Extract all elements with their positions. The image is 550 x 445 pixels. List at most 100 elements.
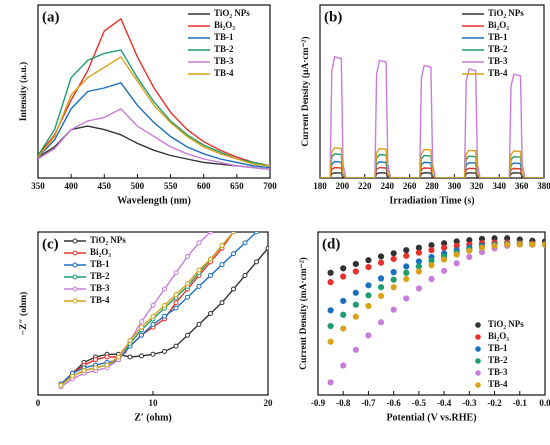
data-point [491, 242, 498, 249]
legend-marker [475, 346, 481, 352]
data-point [428, 242, 435, 249]
data-point [415, 285, 422, 292]
data-point [196, 321, 202, 327]
data-point [219, 262, 225, 268]
x-tick-label: 650 [230, 181, 244, 191]
x-tick-label: 10 [149, 398, 159, 408]
series-line [320, 56, 544, 178]
legend-label: Bi₂O₃ [488, 331, 509, 341]
x-tick-label: -0.9 [311, 398, 326, 408]
x-tick-label: 340 [492, 181, 506, 191]
data-point [231, 286, 236, 292]
data-point [365, 282, 372, 289]
series-line [320, 146, 544, 178]
data-point [139, 353, 144, 359]
legend-label: TB-2 [90, 271, 110, 281]
x-tick-label: 220 [358, 181, 372, 191]
data-point [196, 283, 202, 289]
data-point [127, 338, 133, 344]
data-point [173, 291, 179, 297]
legend-label: Bi₂O₃ [488, 20, 509, 30]
data-point [390, 250, 397, 257]
legend-marker [72, 250, 78, 256]
x-tick-label: 200 [336, 181, 350, 191]
x-tick-label: -0.5 [412, 398, 427, 408]
data-point [390, 306, 397, 313]
data-point [340, 273, 347, 280]
data-point [403, 295, 410, 302]
data-point [162, 313, 167, 319]
x-axis-label: Wavelength (nm) [117, 195, 191, 206]
data-point [390, 269, 397, 276]
x-tick-label: 240 [380, 181, 394, 191]
legend-label: TB-1 [488, 343, 508, 353]
data-point [365, 292, 372, 299]
data-point [403, 252, 410, 259]
y-axis-label: −Z″ (ohm) [18, 292, 29, 336]
data-point [415, 249, 422, 256]
x-tick-label: 180 [313, 181, 327, 191]
x-tick-label: -0.7 [361, 398, 376, 408]
data-point [415, 268, 422, 275]
legend-label: TiO₂ NPs [488, 319, 524, 329]
data-point [139, 332, 144, 338]
data-point [196, 267, 202, 273]
data-point [242, 272, 248, 278]
data-point [352, 313, 359, 320]
data-point [377, 253, 385, 260]
data-point [478, 244, 486, 251]
data-point [340, 265, 347, 272]
x-tick-label: 400 [64, 181, 78, 191]
legend-marker [72, 298, 78, 304]
legend-label: TB-4 [214, 68, 234, 78]
legend-label: TiO₂ NPs [214, 8, 250, 18]
data-point [265, 245, 268, 251]
panel-label: (b) [324, 9, 342, 25]
data-point [403, 269, 410, 276]
x-tick-label: 500 [131, 181, 145, 191]
data-point [441, 244, 448, 251]
legend-marker [72, 274, 78, 280]
data-point [403, 263, 410, 270]
data-point [162, 286, 167, 292]
data-point [377, 284, 385, 291]
data-point [173, 270, 179, 276]
data-point [365, 257, 372, 264]
data-point [162, 302, 167, 308]
data-point [352, 289, 359, 296]
data-point [254, 232, 259, 235]
data-point [377, 259, 385, 266]
data-point [327, 338, 334, 345]
x-tick-label: -0.8 [336, 398, 351, 408]
x-axis-label: Irradiation Time (s) [389, 195, 474, 206]
data-point [185, 281, 190, 287]
data-point [390, 255, 397, 263]
x-tick-label: 360 [515, 181, 529, 191]
legend-label: TB-3 [488, 367, 508, 377]
x-tick-label: -0.3 [462, 398, 477, 408]
legend-label: TB-3 [488, 56, 508, 66]
x-tick-label: 700 [263, 181, 277, 191]
data-point [403, 275, 410, 283]
plot-frame [317, 231, 546, 396]
data-point [58, 382, 64, 388]
data-point [352, 268, 359, 275]
data-point [208, 272, 213, 278]
legend-label: TB-4 [488, 68, 508, 78]
data-point [231, 232, 236, 235]
legend-label: TB-1 [214, 32, 234, 42]
plot-frame [37, 231, 269, 396]
data-point [93, 357, 98, 363]
series-line [38, 81, 270, 169]
x-tick-label: 350 [31, 181, 45, 191]
data-point [340, 311, 347, 318]
data-point [428, 247, 435, 254]
data-point [365, 302, 372, 310]
x-tick-label: 550 [164, 181, 178, 191]
legend-label: Bi₂O₃ [90, 247, 111, 257]
data-point [377, 319, 385, 326]
data-point [377, 292, 385, 300]
legend-label: Bi₂O₃ [214, 20, 235, 30]
data-point [327, 307, 334, 314]
data-point [516, 241, 523, 248]
